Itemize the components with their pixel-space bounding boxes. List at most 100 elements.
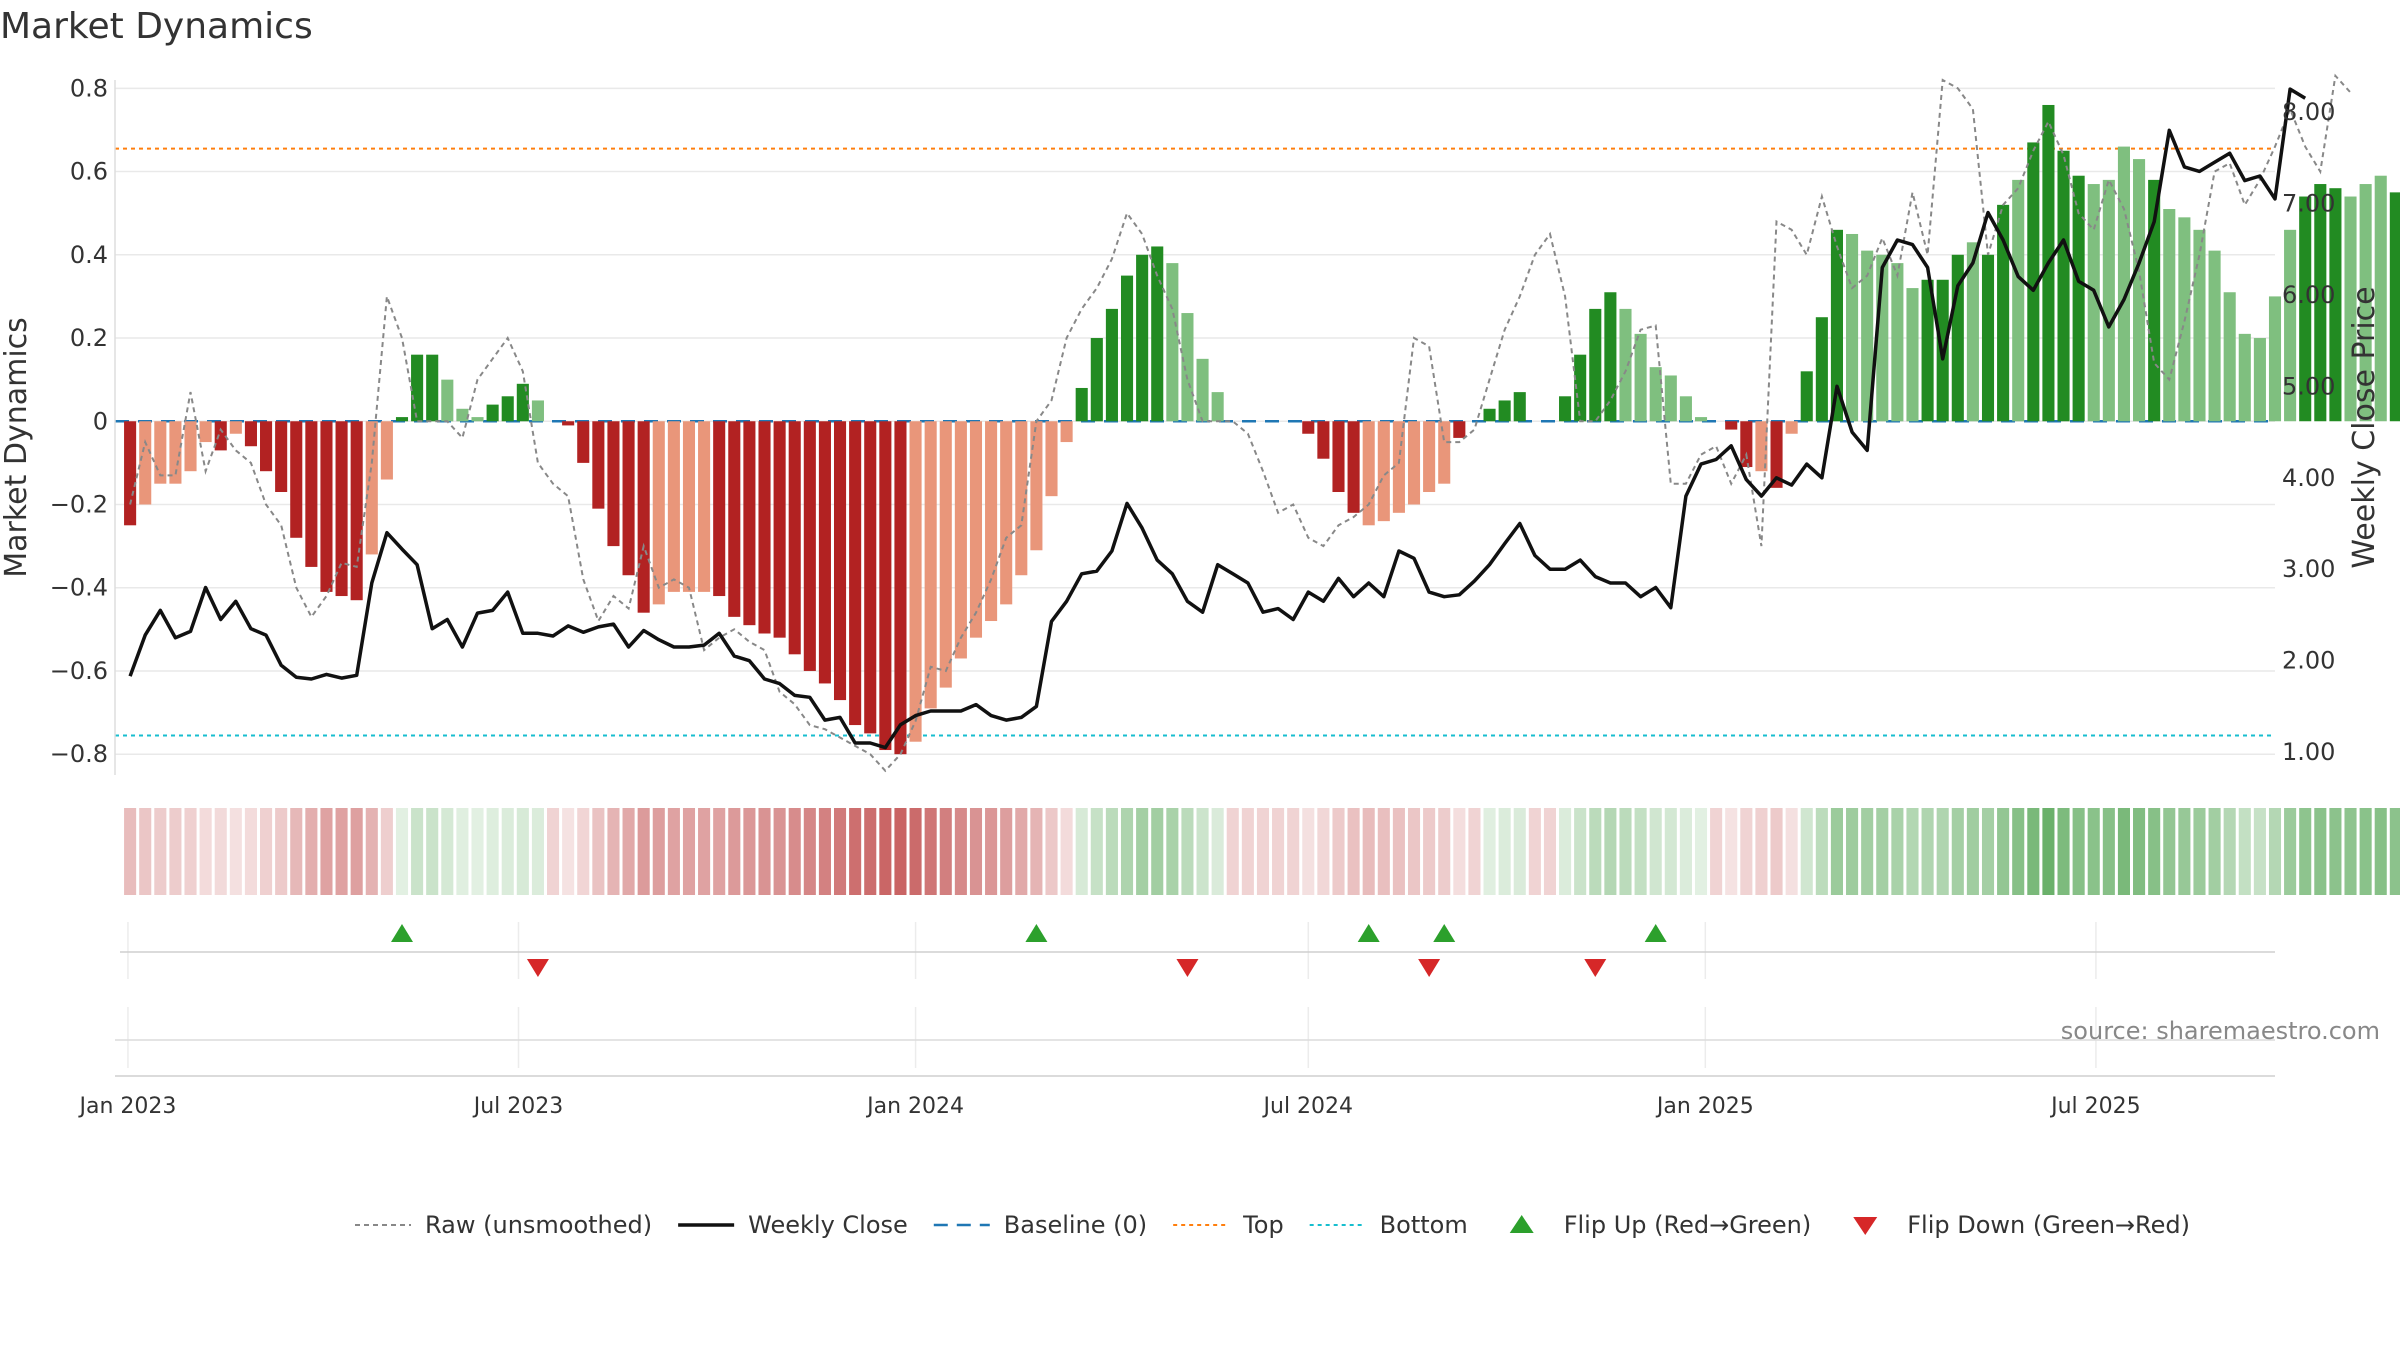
strip-cell	[1997, 808, 2010, 895]
bar	[471, 417, 484, 422]
bar	[1090, 338, 1103, 422]
bar	[2208, 250, 2221, 422]
strip-cell	[1423, 808, 1436, 895]
legend-item-flip_down: Flip Down (Green→Red)	[1853, 1211, 2190, 1239]
regime-strip	[124, 808, 2400, 895]
strip-cell	[1649, 808, 1662, 895]
strip-cell	[864, 808, 877, 895]
strip-cell	[879, 808, 892, 895]
raw-series	[129, 73, 2352, 773]
bar	[1815, 317, 1828, 422]
bar	[1317, 421, 1330, 459]
x-tick-label: Jan 2023	[77, 1094, 176, 1119]
bar	[169, 421, 182, 484]
y-left-tick-label: 0.8	[70, 74, 108, 102]
bar	[1362, 421, 1375, 526]
strip-cell	[1151, 808, 1164, 895]
y-left-tick-label: 0	[93, 407, 108, 435]
strip-cell	[1936, 808, 1949, 895]
bar	[818, 421, 831, 684]
bar	[1302, 421, 1315, 434]
bar	[2223, 292, 2236, 422]
strip-cell	[2042, 808, 2055, 895]
bar	[1770, 421, 1783, 488]
y-right-tick-label: 1.00	[2282, 738, 2335, 766]
bar	[2359, 184, 2372, 422]
bar	[1105, 308, 1118, 422]
bars	[124, 104, 2400, 755]
legend-label: Bottom	[1380, 1211, 1468, 1239]
bar	[954, 421, 967, 659]
bar	[290, 421, 303, 538]
strip-cell	[1256, 808, 1270, 895]
strip-cell	[244, 808, 257, 895]
strip-cell	[1815, 808, 1828, 895]
bar	[1574, 354, 1587, 422]
strip-cell	[1891, 808, 1904, 895]
bar	[743, 421, 756, 626]
strip-cell	[1181, 808, 1194, 895]
flip-down-marker	[1584, 959, 1607, 977]
strip-cell	[2012, 808, 2025, 895]
strip-cell	[1498, 808, 1511, 895]
bar	[456, 408, 469, 422]
bar	[864, 421, 877, 734]
strip-cell	[1664, 808, 1677, 895]
bar	[139, 421, 152, 505]
legend-label: Flip Up (Red→Green)	[1564, 1211, 1812, 1239]
strip-cell	[1241, 808, 1254, 895]
strip-cell	[1120, 808, 1134, 895]
strip-cell	[1211, 808, 1224, 895]
strip-cell	[1846, 808, 1859, 895]
bar	[426, 354, 439, 422]
strip-cell	[758, 808, 771, 895]
strip-cell	[1906, 808, 1919, 895]
strip-cell	[2389, 808, 2400, 895]
bar	[531, 400, 544, 422]
strip-cell	[2344, 808, 2357, 895]
bar	[1725, 421, 1738, 430]
flip-down-marker	[1176, 959, 1199, 977]
strip-cell	[1407, 808, 1421, 895]
flip-down-marker	[526, 959, 549, 977]
bar	[1000, 421, 1013, 605]
bar	[229, 421, 242, 434]
bar	[124, 421, 137, 526]
bar	[2329, 188, 2342, 422]
y-right-tick-label: 4.00	[2282, 464, 2335, 492]
strip-cell	[2223, 808, 2236, 895]
bar	[501, 396, 514, 422]
reference-lines	[115, 147, 2275, 737]
strip-cell	[1559, 808, 1572, 895]
strip-cell	[1317, 808, 1330, 895]
strip-cell	[2208, 808, 2221, 895]
strip-cell	[1332, 808, 1345, 895]
bar	[728, 421, 741, 617]
strip-cell	[214, 808, 227, 895]
y-left-tick-label: −0.2	[50, 490, 108, 518]
bar	[1559, 396, 1572, 422]
bar	[758, 421, 771, 634]
strip-cell	[229, 808, 242, 895]
flip-up-marker	[1433, 924, 1456, 942]
bar	[260, 421, 273, 472]
x-tick-label: Jul 2024	[1262, 1094, 1354, 1119]
bar	[1830, 229, 1843, 422]
legend-item-bottom: Bottom	[1309, 1211, 1468, 1239]
strip-cell	[2268, 808, 2282, 895]
bar	[667, 421, 680, 592]
strip-cell	[1272, 808, 1285, 895]
y-right-tick-label: 6.00	[2282, 281, 2335, 309]
bar	[350, 421, 363, 601]
x-tick-label: Jul 2023	[472, 1094, 564, 1119]
bar	[894, 421, 907, 755]
strip-cell	[395, 808, 409, 895]
bar	[199, 421, 212, 443]
strip-cell	[622, 808, 635, 895]
bar	[1846, 233, 1859, 422]
x-tick-label: Jan 2025	[1655, 1094, 1754, 1119]
strip-cell	[1287, 808, 1300, 895]
legend-item-flip_up: Flip Up (Red→Green)	[1509, 1211, 1812, 1239]
strip-cell	[365, 808, 378, 895]
strip-cell	[380, 808, 393, 895]
